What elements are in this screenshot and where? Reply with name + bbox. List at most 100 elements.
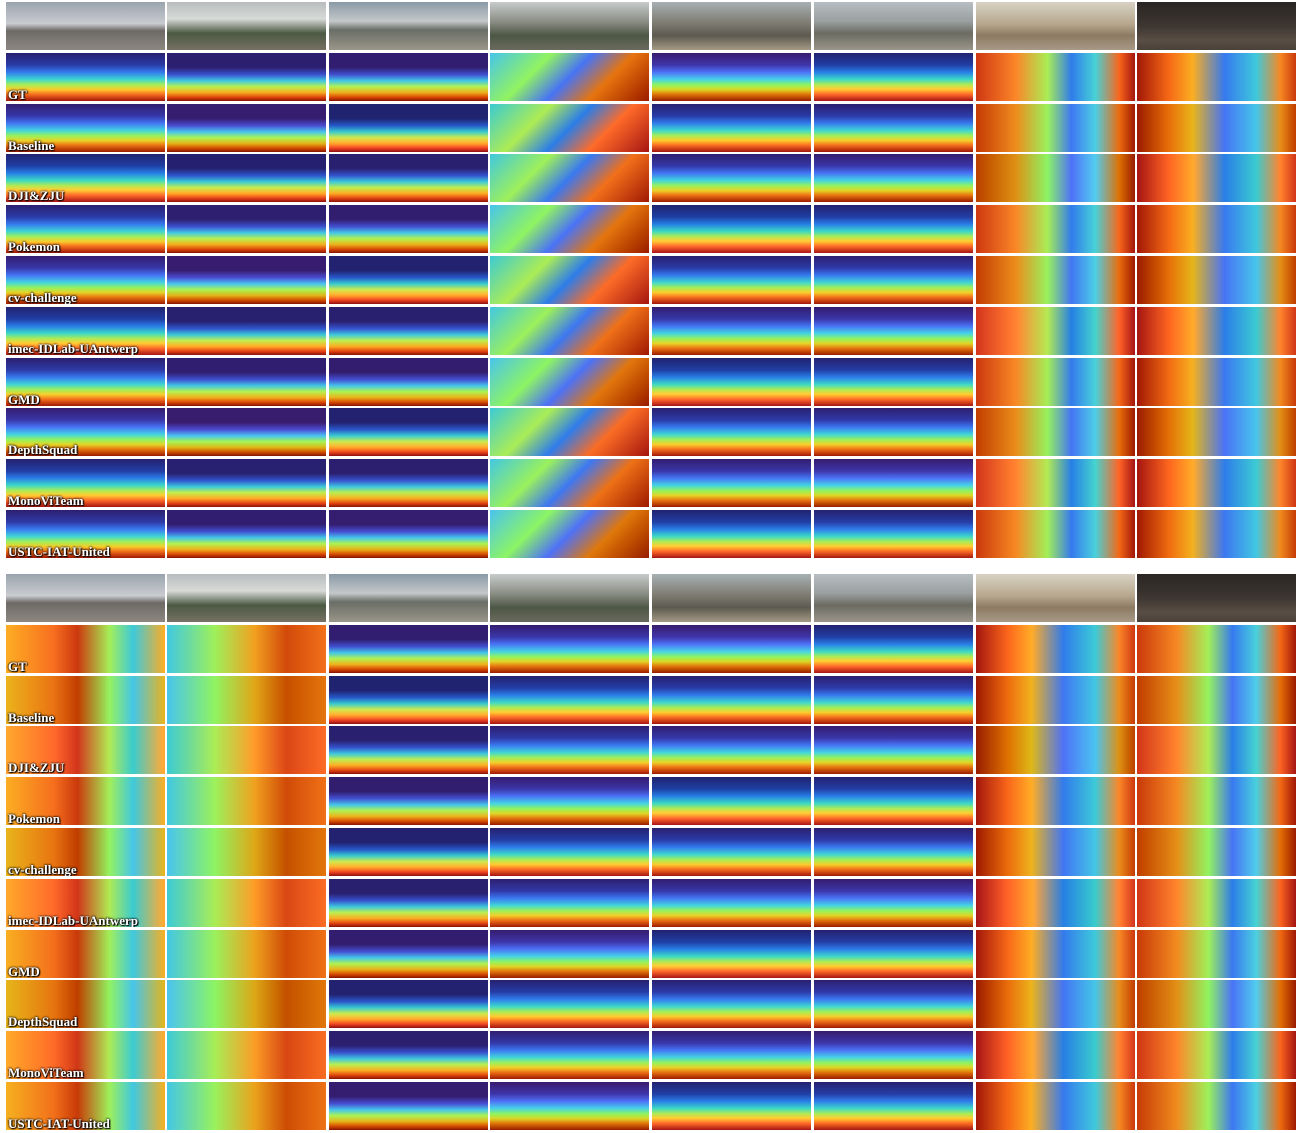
depth-map <box>490 675 649 724</box>
depth-map <box>329 1031 488 1080</box>
depth-map <box>490 205 649 254</box>
depth-map <box>652 726 811 775</box>
depth-map <box>1137 828 1296 876</box>
depth-map <box>167 675 326 724</box>
depth-map <box>976 510 1135 558</box>
depth-map <box>490 878 649 927</box>
rgb-image <box>652 2 811 50</box>
depth-map <box>976 154 1135 203</box>
rgb-image <box>814 574 973 622</box>
rgb-image <box>976 2 1135 50</box>
depth-map <box>329 256 488 304</box>
depth-map <box>652 154 811 203</box>
row-label: DJI&ZJU <box>8 760 65 775</box>
depth-map <box>1137 929 1296 978</box>
depth-map: GMD <box>6 357 165 406</box>
row-label: USTC-IAT-United <box>8 1116 110 1130</box>
depth-map: cv-challenge <box>6 828 165 876</box>
depth-map <box>652 624 811 673</box>
depth-map <box>1137 878 1296 927</box>
depth-map <box>814 510 973 558</box>
depth-map <box>652 510 811 558</box>
rgb-image <box>1137 574 1296 622</box>
depth-map <box>976 205 1135 254</box>
rgb-image <box>490 2 649 50</box>
depth-map <box>167 1031 326 1080</box>
depth-map <box>329 777 488 826</box>
depth-map <box>329 828 488 876</box>
depth-map <box>329 408 488 457</box>
depth-map <box>1137 1082 1296 1130</box>
depth-map: GT <box>6 52 165 101</box>
depth-map <box>652 878 811 927</box>
depth-map <box>814 103 973 152</box>
depth-map: DJI&ZJU <box>6 726 165 775</box>
depth-map <box>167 510 326 558</box>
depth-map <box>652 828 811 876</box>
depth-map <box>490 1031 649 1080</box>
depth-map <box>814 726 973 775</box>
depth-map <box>814 1031 973 1080</box>
depth-map <box>814 205 973 254</box>
row-label: DepthSquad <box>8 1014 78 1029</box>
depth-map <box>814 306 973 355</box>
row-label: GT <box>8 658 27 673</box>
depth-map <box>167 256 326 304</box>
depth-map <box>329 306 488 355</box>
depth-map <box>490 980 649 1029</box>
depth-map: DepthSquad <box>6 980 165 1029</box>
depth-map: Baseline <box>6 103 165 152</box>
depth-map <box>814 675 973 724</box>
depth-map <box>167 357 326 406</box>
depth-map <box>814 459 973 508</box>
depth-map <box>329 52 488 101</box>
rgb-image <box>1137 2 1296 50</box>
row-label: DJI&ZJU <box>8 188 65 203</box>
depth-map <box>490 510 649 558</box>
depth-map <box>976 357 1135 406</box>
depth-map <box>814 777 973 826</box>
row-label: Pokemon <box>8 811 60 826</box>
depth-map <box>167 154 326 203</box>
depth-map: DepthSquad <box>6 408 165 457</box>
depth-map: imec-IDLab-UAntwerp <box>6 306 165 355</box>
row-label: imec-IDLab-UAntwerp <box>8 340 138 355</box>
depth-map <box>1137 510 1296 558</box>
depth-map <box>976 1031 1135 1080</box>
depth-map <box>167 929 326 978</box>
image-block: GT Baseline DJI&ZJU Pokemon cv-challenge imec… <box>6 574 1298 1133</box>
depth-map <box>976 306 1135 355</box>
depth-map <box>167 103 326 152</box>
depth-map <box>652 1082 811 1130</box>
rgb-image <box>976 574 1135 622</box>
depth-map <box>652 103 811 152</box>
depth-map <box>1137 52 1296 101</box>
depth-map <box>976 408 1135 457</box>
depth-map <box>490 103 649 152</box>
depth-map: Baseline <box>6 675 165 724</box>
depth-map <box>490 459 649 508</box>
row-label: imec-IDLab-UAntwerp <box>8 912 138 927</box>
row-label: cv-challenge <box>8 290 77 304</box>
depth-map <box>329 675 488 724</box>
depth-map <box>1137 624 1296 673</box>
depth-map <box>490 624 649 673</box>
depth-map <box>490 52 649 101</box>
depth-map <box>976 624 1135 673</box>
depth-map <box>976 675 1135 724</box>
depth-map <box>167 777 326 826</box>
depth-map: MonoViTeam <box>6 1031 165 1080</box>
rgb-image <box>167 574 326 622</box>
rgb-image <box>329 2 488 50</box>
depth-map <box>814 878 973 927</box>
row-label: Pokemon <box>8 239 60 254</box>
depth-map <box>976 980 1135 1029</box>
depth-map <box>652 675 811 724</box>
rgb-image <box>167 2 326 50</box>
depth-map: Pokemon <box>6 777 165 826</box>
depth-map <box>814 1082 973 1130</box>
depth-map <box>1137 154 1296 203</box>
depth-map <box>167 828 326 876</box>
depth-map <box>329 929 488 978</box>
depth-map <box>976 878 1135 927</box>
